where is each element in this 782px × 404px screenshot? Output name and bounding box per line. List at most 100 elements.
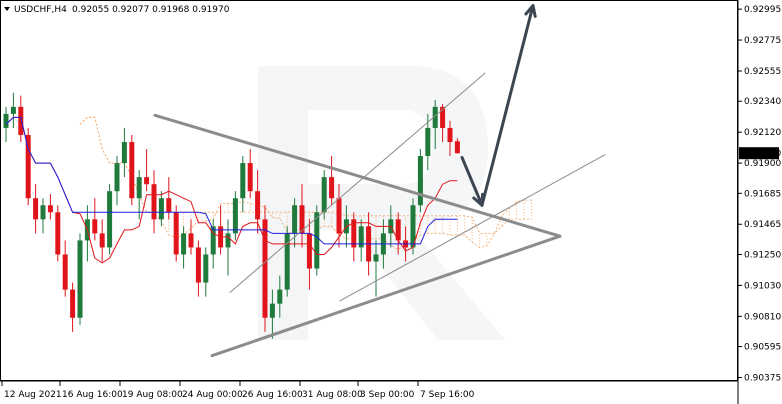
x-tick-label: 26 Aug 16:00: [242, 390, 303, 400]
x-tick-label: 31 Aug 08:00: [302, 390, 363, 400]
candle: [269, 289, 275, 339]
candle-body: [40, 205, 46, 220]
candle: [121, 127, 127, 178]
candle: [33, 184, 39, 234]
candle: [373, 240, 379, 297]
candle-body: [62, 254, 68, 290]
candle-body: [195, 247, 201, 283]
candle-body: [188, 233, 194, 248]
candle-body: [240, 163, 246, 199]
x-tick-label: 16 Aug 16:00: [62, 390, 123, 400]
forecast-down-arrow-shaft[interactable]: [460, 155, 484, 207]
time-axis: 12 Aug 2021 16 Aug 16:00 19 Aug 08:00 24 Au…: [1, 381, 475, 400]
candle-body: [417, 156, 423, 206]
x-tick-label: 7 Sep 16:00: [420, 390, 475, 400]
y-tick-label: 0.91900: [744, 159, 781, 169]
symbol-label: USDCHF,H4: [14, 5, 67, 15]
candle: [203, 247, 209, 297]
y-tick-label: 0.91465: [744, 220, 781, 230]
descending-resistance-line[interactable]: [153, 113, 562, 238]
ascending-support-line[interactable]: [210, 234, 562, 358]
candle: [225, 219, 231, 276]
candle-body: [232, 198, 238, 234]
candle: [454, 138, 460, 154]
upper-channel-line[interactable]: [229, 72, 486, 293]
candle: [40, 198, 46, 234]
forecast-up-arrow-head[interactable]: [524, 4, 537, 18]
candle: [181, 226, 187, 269]
triangle-down-icon[interactable]: [4, 7, 10, 11]
candle-body: [306, 233, 312, 269]
candle-body: [358, 226, 364, 248]
candle-body: [395, 219, 401, 241]
candle: [151, 170, 157, 234]
candle-body: [114, 163, 120, 192]
candle-body: [33, 198, 39, 220]
candle-body: [151, 184, 157, 220]
trendlines[interactable]: [153, 72, 606, 358]
candle-body: [284, 233, 290, 290]
candle: [292, 198, 298, 248]
candle: [299, 184, 305, 248]
candle: [410, 198, 416, 255]
candle: [262, 205, 268, 332]
candle: [417, 149, 423, 213]
candle: [114, 156, 120, 206]
candle-body: [210, 226, 216, 255]
current-price-badge: 0.91970: [739, 147, 781, 160]
candle: [25, 127, 31, 206]
candle-body: [203, 254, 209, 283]
y-tick-label: 0.90810: [744, 312, 781, 322]
candle: [10, 92, 16, 128]
candle-body: [299, 205, 305, 234]
candle-body: [329, 177, 335, 199]
candle-body: [158, 198, 164, 220]
candle-body: [47, 205, 53, 213]
ohlc-values: 0.92055 0.92077 0.91968 0.91970: [72, 5, 230, 15]
candle-body: [225, 233, 231, 248]
lower-channel-line[interactable]: [339, 154, 606, 302]
forecast-up-arrow-shaft[interactable]: [480, 4, 535, 207]
y-tick-label: 0.92120: [744, 128, 781, 138]
candle-body: [144, 177, 150, 185]
y-tick-label: 0.91250: [744, 250, 781, 260]
kijun-sen-line: [5, 116, 458, 245]
candle-body: [269, 303, 275, 318]
candle: [425, 113, 431, 171]
candle: [195, 240, 201, 297]
candle-body: [247, 163, 253, 192]
x-tick-label: 3 Sep 00:00: [360, 390, 415, 400]
y-tick-label: 0.92995: [744, 5, 781, 15]
candle: [3, 106, 9, 142]
y-tick-label: 0.92555: [744, 67, 781, 77]
candle-body: [70, 289, 76, 318]
candle: [158, 191, 164, 227]
candle-body: [92, 219, 98, 234]
candle: [99, 219, 105, 262]
candle-body: [166, 198, 172, 213]
y-tick-label: 0.92775: [744, 36, 781, 46]
y-tick-label: 0.90595: [744, 343, 781, 353]
senkou-span-b: [79, 116, 532, 234]
candle-body: [107, 191, 113, 248]
candle: [247, 149, 253, 199]
candle-body: [181, 233, 187, 255]
y-tick-label: 0.90375: [744, 373, 781, 383]
candle: [136, 170, 142, 220]
candle-body: [321, 177, 327, 213]
x-tick-label: 19 Aug 08:00: [122, 390, 183, 400]
candle-body: [262, 219, 268, 318]
candle-body: [447, 127, 453, 142]
candle: [440, 104, 446, 142]
candle: [284, 226, 290, 297]
candle: [129, 134, 135, 206]
y-tick-label: 0.91685: [744, 189, 781, 199]
candle: [447, 120, 453, 157]
y-tick-label: 0.92340: [744, 97, 781, 107]
candle-body: [18, 106, 24, 135]
candle: [314, 205, 320, 276]
candle-body: [136, 177, 142, 199]
forecast-arrows[interactable]: [460, 4, 537, 207]
